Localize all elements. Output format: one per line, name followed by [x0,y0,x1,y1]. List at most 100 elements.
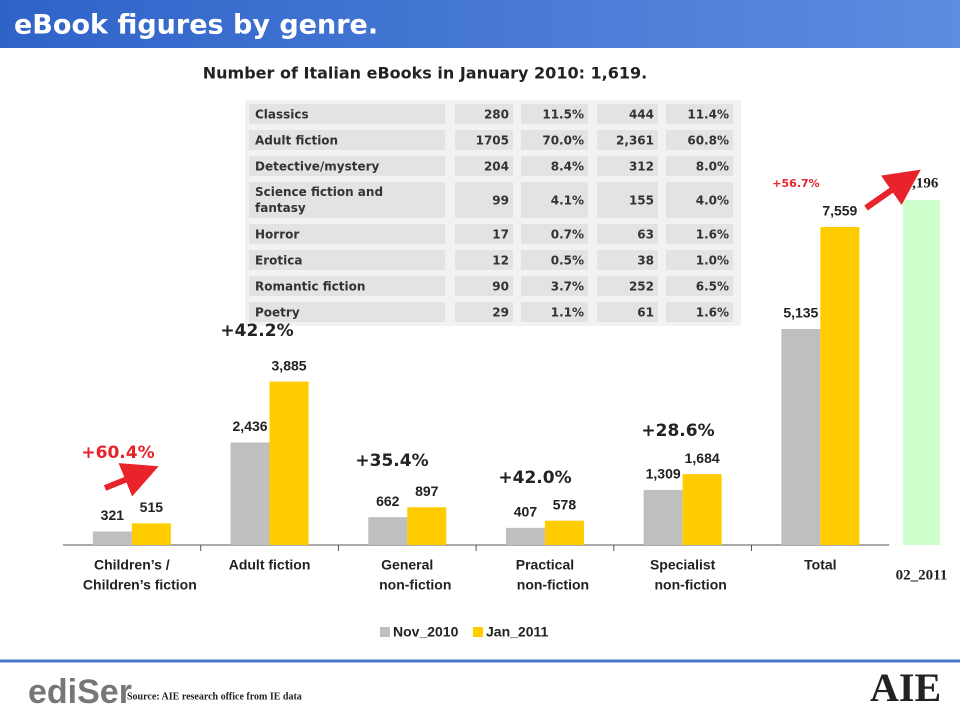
table-text: Science fiction and fantasy [255,185,383,215]
table-cell [597,182,658,218]
table-text: 61 [637,306,654,320]
table-text: 204 [484,160,509,174]
bar [544,520,584,545]
table-text: 1705 [476,134,509,148]
table-cell [521,224,588,244]
table-text: 11.4% [687,108,729,122]
slide-title: eBook figures by genre. [14,10,378,41]
table-cell [249,276,445,296]
logo-right: AIE [870,665,941,710]
legend-label: Jan_2011 [486,624,548,640]
table-cell [249,182,445,218]
x-tick-label: Total [804,557,836,573]
growth-label: +56.7% [772,177,819,190]
value-label: 662 [376,493,400,509]
table-cell [521,182,588,218]
x-tick-label: non-fiction [517,577,589,593]
table-cell [597,302,658,322]
table-text: 17 [492,228,509,242]
table-cell [455,130,513,150]
x-tick-label: Children’s fiction [83,577,197,593]
value-label: 321 [101,507,125,523]
table-cell [455,224,513,244]
x-tick-label: Specialist [650,557,716,573]
table-cell [521,104,588,124]
value-label: 2,436 [233,418,268,434]
table-text: 60.8% [687,134,729,148]
table-cell [666,276,733,296]
growth-label: +42.2% [220,321,293,341]
extra-label: 02_2011 [896,567,948,583]
x-tick-label: non-fiction [654,577,726,593]
table-text: Erotica [255,254,302,268]
table-cell [521,276,588,296]
table-text: 4.1% [551,194,584,208]
table-text: 1.6% [696,306,729,320]
table-text: 155 [629,194,654,208]
extra-value-label: 8,196 [905,176,939,192]
growth-label: +42.0% [498,468,571,488]
legend-label: Nov_2010 [393,624,459,640]
value-label: 3,885 [272,357,307,373]
table-cell [521,302,588,322]
bar [820,227,860,545]
table-text: Adult fiction [255,134,338,148]
table-cell [666,104,733,124]
table-cell [597,130,658,150]
subtitle: Number of Italian eBooks in January 2010… [203,64,647,83]
table-cell [597,224,658,244]
table-text: 3.7% [551,280,584,294]
table-cell [455,302,513,322]
growth-label: +28.6% [641,421,714,441]
table-cell [249,104,445,124]
table-text: 6.5% [696,280,729,294]
table-text: Horror [255,228,299,242]
table-cell [521,250,588,270]
table-text: 1.6% [696,228,729,242]
plot: 321 515 Children’s / Children’s fiction 2,43… [63,176,947,640]
bar [230,442,270,545]
table-text: 63 [637,228,654,242]
table-text: 29 [492,306,509,320]
table-text: 0.5% [551,254,584,268]
table-text: 1.0% [696,254,729,268]
growth-label: +35.4% [355,451,428,471]
table-text: 312 [629,160,654,174]
bar [682,474,722,545]
table-text: Romantic fiction [255,280,365,294]
bar [368,517,408,545]
x-tick-label: Practical [516,557,574,573]
x-tick-label: General [381,557,433,573]
table-text: 4.0% [696,194,729,208]
logo-left: ediSer [28,673,132,711]
table-text: 252 [629,280,654,294]
table-cell [249,250,445,270]
value-label: 578 [553,496,577,512]
value-label: 515 [140,499,164,515]
table-text: 38 [637,254,654,268]
bar [92,531,132,545]
table-text: 1.1% [551,306,584,320]
table-text: 11.5% [542,108,584,122]
table-text: 12 [492,254,509,268]
table-text: Detective/mystery [255,160,380,174]
table-text: Poetry [255,306,300,320]
source: Source: AIE research office from IE data [127,691,302,702]
table-text: 70.0% [542,134,584,148]
table-cell [455,250,513,270]
table: Classics 280 11.5% 444 11.4%Adult fiction 170… [249,104,733,322]
table-cell [597,104,658,124]
value-label: 7,559 [822,203,857,219]
table-line: Science fiction and [255,185,383,199]
table-cell [455,182,513,218]
table-cell [666,250,733,270]
table-cell [249,130,445,150]
table-cell [666,224,733,244]
table-cell [666,182,733,218]
table-text: 90 [492,280,509,294]
x-tick-label: Adult fiction [229,557,311,573]
bar [269,381,309,545]
table-cell [597,156,658,176]
value-label: 897 [415,483,439,499]
table-cell [597,250,658,270]
